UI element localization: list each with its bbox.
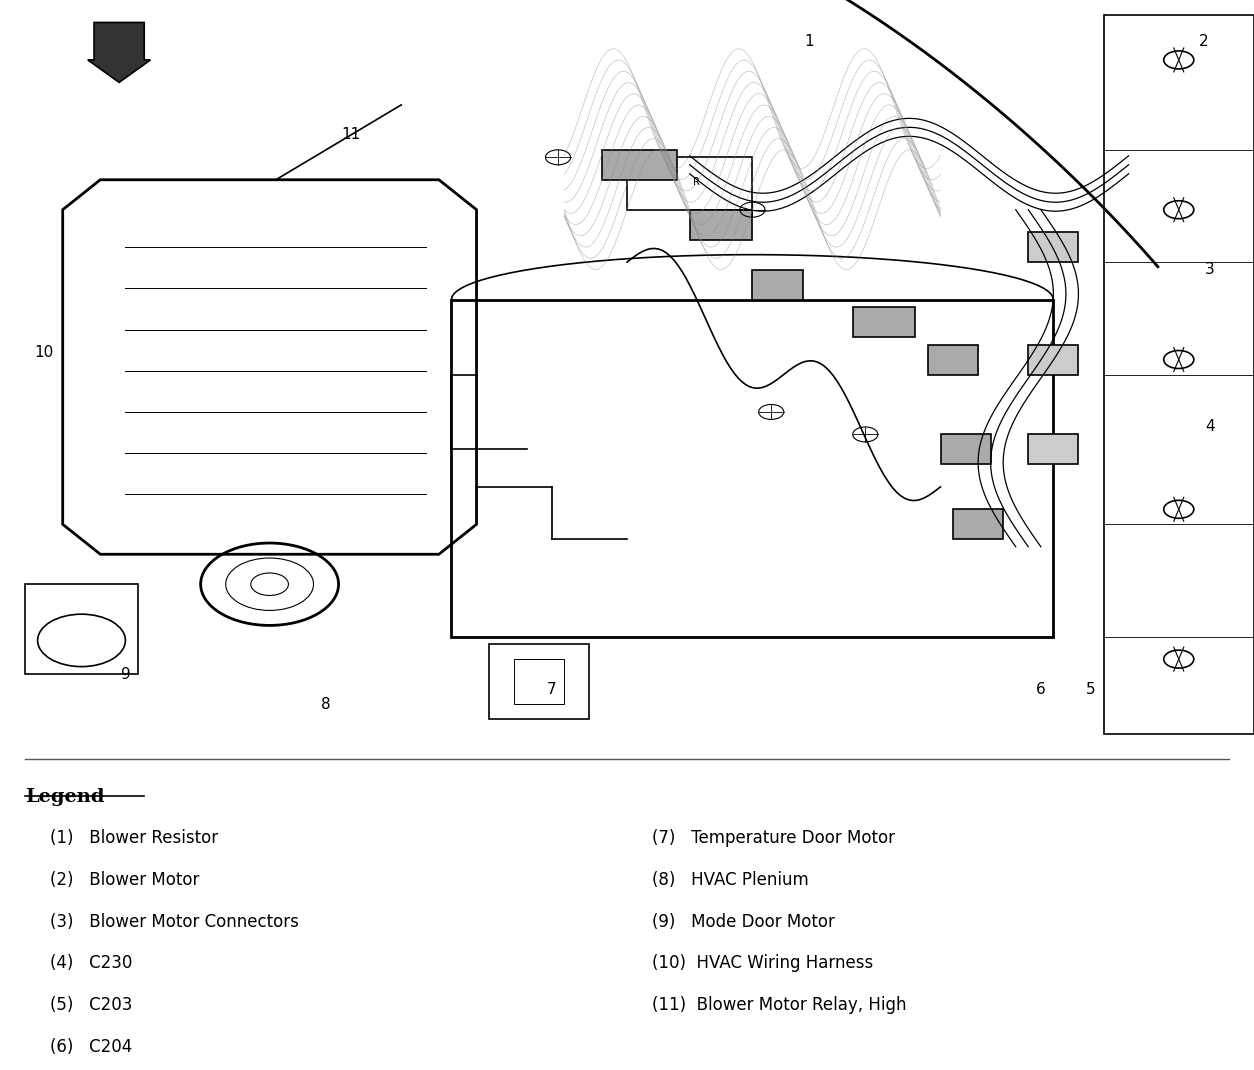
Bar — [690, 210, 752, 240]
Text: (2)   Blower Motor: (2) Blower Motor — [50, 871, 199, 889]
Text: (10)  HVAC Wiring Harness: (10) HVAC Wiring Harness — [652, 954, 873, 973]
Bar — [25, 584, 138, 674]
Text: (3)   Blower Motor Connectors: (3) Blower Motor Connectors — [50, 913, 298, 931]
Bar — [489, 644, 589, 719]
Bar — [514, 659, 564, 704]
Text: 3: 3 — [1205, 262, 1215, 277]
Polygon shape — [88, 22, 150, 82]
Bar — [940, 434, 991, 464]
Text: 7: 7 — [547, 682, 557, 697]
Bar — [602, 150, 677, 180]
Bar — [953, 509, 1003, 539]
Bar — [1028, 345, 1078, 374]
Text: (7)   Temperature Door Motor: (7) Temperature Door Motor — [652, 829, 895, 847]
Bar — [853, 307, 915, 337]
Text: Legend: Legend — [25, 788, 104, 806]
Text: 9: 9 — [120, 667, 130, 682]
Text: (11)  Blower Motor Relay, High: (11) Blower Motor Relay, High — [652, 996, 907, 1014]
Text: 6: 6 — [1036, 682, 1046, 697]
Text: 2: 2 — [1199, 33, 1209, 49]
Text: (6)   C204: (6) C204 — [50, 1038, 133, 1056]
Text: R: R — [692, 177, 700, 187]
Text: 10: 10 — [34, 345, 54, 360]
Bar — [1028, 434, 1078, 464]
Bar — [928, 345, 978, 374]
Text: (1)   Blower Resistor: (1) Blower Resistor — [50, 829, 218, 847]
Bar — [752, 270, 803, 300]
Text: 11: 11 — [341, 127, 361, 142]
Text: 8: 8 — [321, 697, 331, 712]
Text: (5)   C203: (5) C203 — [50, 996, 133, 1014]
Bar — [451, 300, 1053, 637]
Text: (9)   Mode Door Motor: (9) Mode Door Motor — [652, 913, 835, 931]
Text: 4: 4 — [1205, 419, 1215, 434]
Text: (8)   HVAC Plenium: (8) HVAC Plenium — [652, 871, 809, 889]
Text: 1: 1 — [804, 33, 814, 49]
Bar — [627, 157, 752, 210]
Bar — [1028, 232, 1078, 262]
Text: (4)   C230: (4) C230 — [50, 954, 133, 973]
Text: 5: 5 — [1086, 682, 1096, 697]
